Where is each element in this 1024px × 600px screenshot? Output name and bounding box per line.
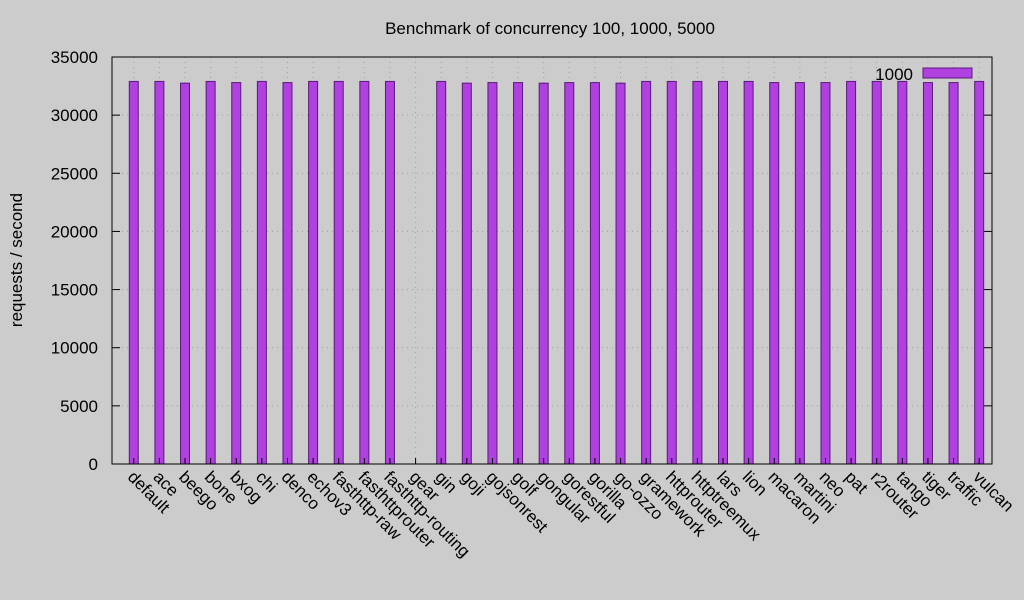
bar-beego	[180, 82, 191, 465]
y-tick-label: 10000	[51, 339, 98, 358]
bar-tiger	[922, 82, 933, 465]
bar-httptreemux	[692, 80, 703, 465]
legend: 1000	[875, 65, 973, 84]
bar-martini	[794, 82, 805, 465]
bar-denco	[282, 82, 293, 465]
bar-vulcan	[974, 80, 985, 465]
y-tick-label: 30000	[51, 106, 98, 125]
bar-r2router	[871, 80, 882, 465]
bar-gojsonrest	[487, 82, 498, 465]
y-tick-label: 25000	[51, 164, 98, 183]
x-tick-label: goji	[457, 467, 489, 499]
bar-gorilla	[589, 82, 600, 465]
bar-fasthttp-raw	[333, 80, 344, 465]
bar-pat	[846, 80, 857, 465]
grid-lines	[112, 57, 992, 464]
bar-echov3	[308, 80, 319, 465]
y-tick-label: 15000	[51, 281, 98, 300]
bar-bxog	[231, 82, 242, 465]
y-tick-label: 5000	[60, 397, 98, 416]
bar-tango	[897, 80, 908, 465]
bar-gongular	[538, 82, 549, 465]
bar-ace	[154, 80, 165, 465]
bar-fasthttp-routing	[384, 80, 395, 465]
bar-gin	[436, 80, 447, 465]
bar-lion	[743, 80, 754, 465]
bar-traffic	[948, 82, 959, 465]
bar-macaron	[769, 82, 780, 465]
bar-lars	[718, 80, 729, 465]
legend-swatch	[922, 67, 973, 79]
bar-bone	[205, 80, 216, 465]
x-tick-label: pat	[841, 467, 871, 497]
bar-gorestful	[564, 82, 575, 465]
y-tick-label: 20000	[51, 222, 98, 241]
y-tick-label: 35000	[51, 48, 98, 67]
bar-default	[128, 80, 139, 465]
y-tick-label: 0	[89, 455, 98, 474]
y-axis-label: requests / second	[7, 193, 26, 327]
plot-frame	[111, 56, 993, 465]
bar-chi	[256, 80, 267, 465]
bar-go-ozzo	[615, 82, 626, 465]
x-tick-label: lion	[739, 467, 771, 499]
chart-title: Benchmark of concurrency 100, 1000, 5000	[385, 19, 715, 38]
bar-gramework	[641, 80, 652, 465]
x-ticks: defaultacebeegobonebxogchidencoechov3fas…	[124, 458, 1018, 561]
bar-golf	[513, 82, 524, 465]
legend-label: 1000	[875, 65, 913, 84]
bar-fasthttprouter	[359, 80, 370, 465]
y-ticks: 0 5000 10000 15000 20000 25000 30000 35000	[51, 48, 992, 474]
bar-goji	[461, 82, 472, 465]
bars	[128, 80, 985, 465]
bar-httprouter	[666, 80, 677, 465]
bar-neo	[820, 82, 831, 465]
